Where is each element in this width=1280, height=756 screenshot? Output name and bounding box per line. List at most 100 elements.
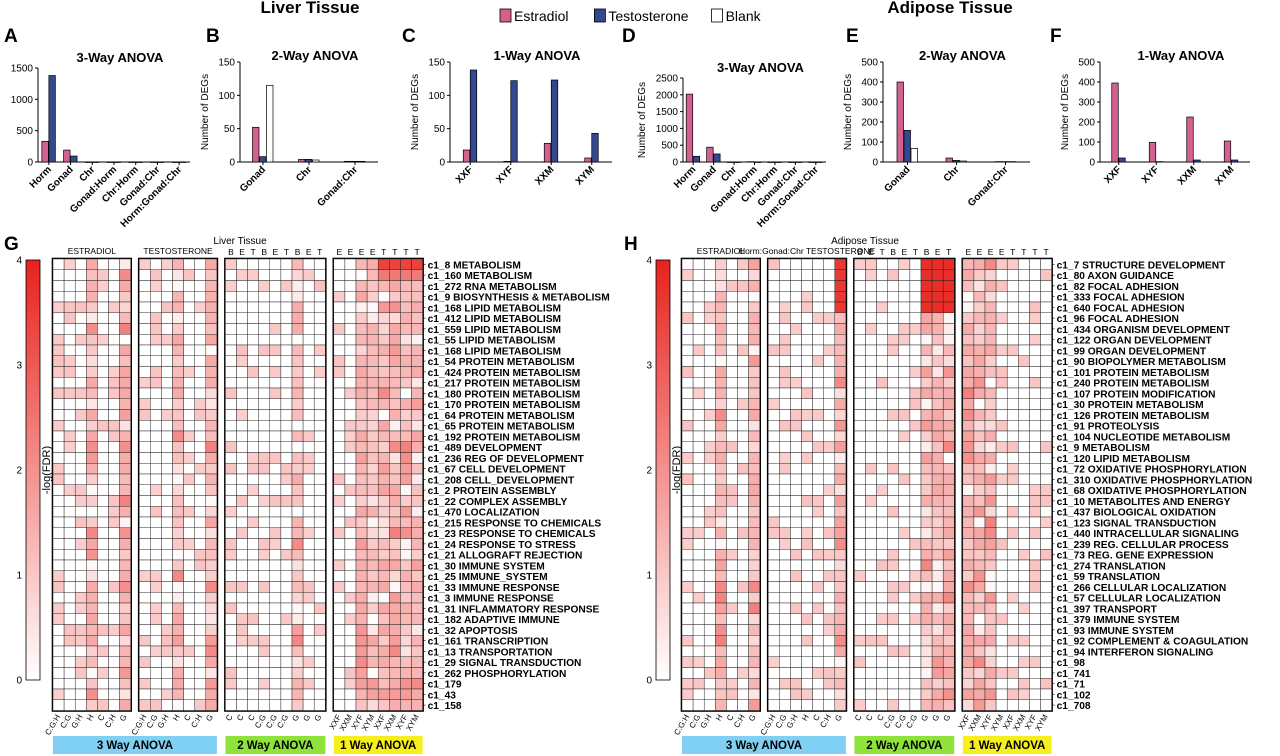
heatmap-cell (865, 398, 877, 410)
heatmap-cell (962, 592, 975, 604)
heatmap-cell (692, 592, 705, 604)
heatmap-cell (942, 323, 955, 335)
heatmap-cell (377, 570, 390, 582)
heatmap-cell (247, 355, 259, 367)
heatmap-cell (1029, 581, 1041, 593)
heatmap-cell (962, 441, 975, 453)
heatmap-cell (681, 484, 694, 496)
heatmap-cell (995, 635, 1008, 647)
heatmap-H: H Adipose Tissue01234-log(FDR)ESTRADIOLHo… (624, 234, 1252, 754)
row-label: c1_434 ORGANISM DEVELOPMENT (1057, 325, 1231, 336)
heatmap-cell (931, 280, 944, 292)
column-top-label: E (337, 247, 343, 257)
heatmap-cell (74, 570, 87, 582)
heatmap-cell (703, 291, 716, 303)
row-label: c1_98 (1057, 658, 1086, 669)
heatmap-cell (898, 463, 911, 475)
heatmap-cell (865, 645, 877, 657)
heatmap-cell (909, 441, 922, 453)
heatmap-cell (920, 635, 933, 647)
heatmap-cell (854, 602, 866, 614)
row-label: c1_180 PROTEIN METABOLISM (428, 389, 581, 400)
heatmap-cell (119, 430, 131, 442)
row-label: c1_93 IMMUNE SYSTEM (1057, 626, 1174, 637)
heatmap-cell (995, 688, 1008, 700)
heatmap-cell (247, 527, 259, 539)
heatmap-cell (172, 549, 184, 561)
heatmap-cell (377, 398, 390, 410)
heatmap-cell (333, 527, 346, 539)
heatmap-cell (995, 323, 1008, 335)
heatmap-cell (97, 527, 109, 539)
heatmap-cell (920, 688, 933, 700)
heatmap-cell (138, 549, 151, 561)
heatmap-cell (269, 463, 282, 475)
heatmap-cell (931, 473, 944, 485)
heatmap-cell (865, 613, 877, 625)
heatmap-cell (715, 678, 727, 690)
heatmap-cell (74, 430, 87, 442)
heatmap-cell (344, 420, 357, 432)
heatmap-cell (355, 398, 368, 410)
row-label: c1_102 (1057, 690, 1091, 701)
heatmap-cell (108, 678, 120, 690)
heatmap-cell (344, 549, 357, 561)
heatmap-cell (302, 645, 315, 657)
heatmap-cell (995, 581, 1008, 593)
heatmap-cell (748, 549, 760, 561)
heatmap-cell (247, 301, 259, 313)
heatmap-cell (920, 624, 933, 636)
heatmap-cell (1006, 613, 1019, 625)
heatmap-cell (790, 667, 802, 679)
heatmap-cell (887, 334, 900, 346)
heatmap-cell (258, 592, 271, 604)
heatmap-cell (898, 613, 911, 625)
heatmap-cell (1018, 613, 1030, 625)
heatmap-cell (411, 377, 423, 389)
row-label: c1_9 METABOLISM (1057, 443, 1150, 454)
heatmap-cell (1018, 678, 1030, 690)
heatmap-cell (876, 581, 888, 593)
x-tick-label: XXF (1102, 164, 1124, 186)
heatmap-cell (344, 398, 357, 410)
heatmap-cell (355, 269, 368, 281)
heatmap-cell (984, 624, 997, 636)
heatmap-cell (74, 291, 87, 303)
heatmap-cell (86, 344, 98, 356)
heatmap-cell (854, 667, 866, 679)
heatmap-cell (1006, 506, 1019, 518)
heatmap-cell (1006, 527, 1019, 539)
heatmap-cell (995, 463, 1008, 475)
row-label: c1_161 TRANSCRIPTION (428, 637, 549, 648)
heatmap-cell (942, 688, 955, 700)
heatmap-cell (161, 559, 173, 571)
heatmap-cell (172, 420, 184, 432)
bar (788, 161, 796, 163)
heatmap-cell (854, 624, 866, 636)
heatmap-cell (767, 495, 780, 507)
heatmap-cell (876, 463, 888, 475)
heatmap-cell (767, 430, 780, 442)
row-label: c1_120 LIPID METABOLISM (1057, 454, 1190, 465)
heatmap-cell (291, 602, 304, 614)
heatmap-cell (52, 635, 65, 647)
heatmap-cell (984, 559, 997, 571)
heatmap-cell (801, 484, 813, 496)
heatmap-cell (854, 484, 866, 496)
heatmap-cell (108, 699, 120, 711)
bar (815, 161, 823, 163)
heatmap-cell (97, 312, 109, 324)
heatmap-cell (280, 280, 293, 292)
heatmap-cell (150, 699, 162, 711)
heatmap-cell (779, 473, 791, 485)
heatmap-cell (942, 452, 955, 464)
heatmap-cell (779, 678, 791, 690)
heatmap-cell (119, 291, 131, 303)
heatmap-cell (194, 506, 207, 518)
heatmap-cell (161, 667, 173, 679)
heatmap-cell (767, 506, 780, 518)
heatmap-cell (236, 495, 248, 507)
heatmap-cell (302, 602, 315, 614)
y-tick-label: 0 (872, 158, 878, 169)
heatmap-cell (1029, 516, 1041, 528)
